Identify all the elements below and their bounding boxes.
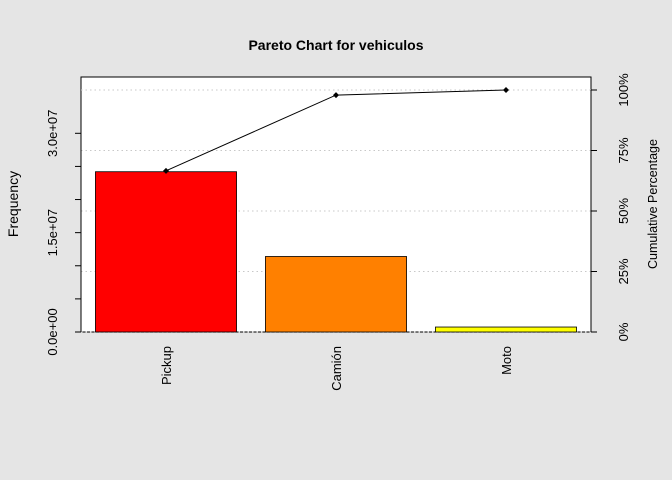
y2-tick-label-3: 75% xyxy=(616,137,631,163)
chart-title: Pareto Chart for vehiculos xyxy=(248,37,423,53)
y2-axis-label: Cumulative Percentage xyxy=(646,139,660,269)
y2-tick-label-1: 25% xyxy=(616,258,631,284)
cumulative-point-2 xyxy=(503,87,509,93)
y-tick-label-1: 1.5e+07 xyxy=(45,209,60,256)
x-tick-label-1: Camión xyxy=(329,346,344,391)
bar-1 xyxy=(265,256,407,333)
bars xyxy=(95,171,577,333)
cumulative-point-0 xyxy=(163,167,169,174)
y-tick-label-0: 0.0e+00 xyxy=(45,308,60,355)
x-tick-label-0: Pickup xyxy=(159,346,174,385)
cumulative-point-1 xyxy=(333,92,339,99)
y2-tick-label-2: 50% xyxy=(616,198,631,224)
y2-tick-label-0: 0% xyxy=(616,322,631,341)
cumulative-series xyxy=(163,87,509,174)
y-axis-label: Frequency xyxy=(5,171,21,237)
bar-2 xyxy=(435,326,577,333)
axes: 0.0e+00 1.5e+07 3.0e+07 0% 25% 50% 75% 100% Pick… xyxy=(45,73,631,391)
y2-tick-label-4: 100% xyxy=(616,73,631,107)
x-tick-label-2: Moto xyxy=(499,346,514,375)
bar-0 xyxy=(95,171,237,333)
y-tick-label-2: 3.0e+07 xyxy=(45,110,60,157)
